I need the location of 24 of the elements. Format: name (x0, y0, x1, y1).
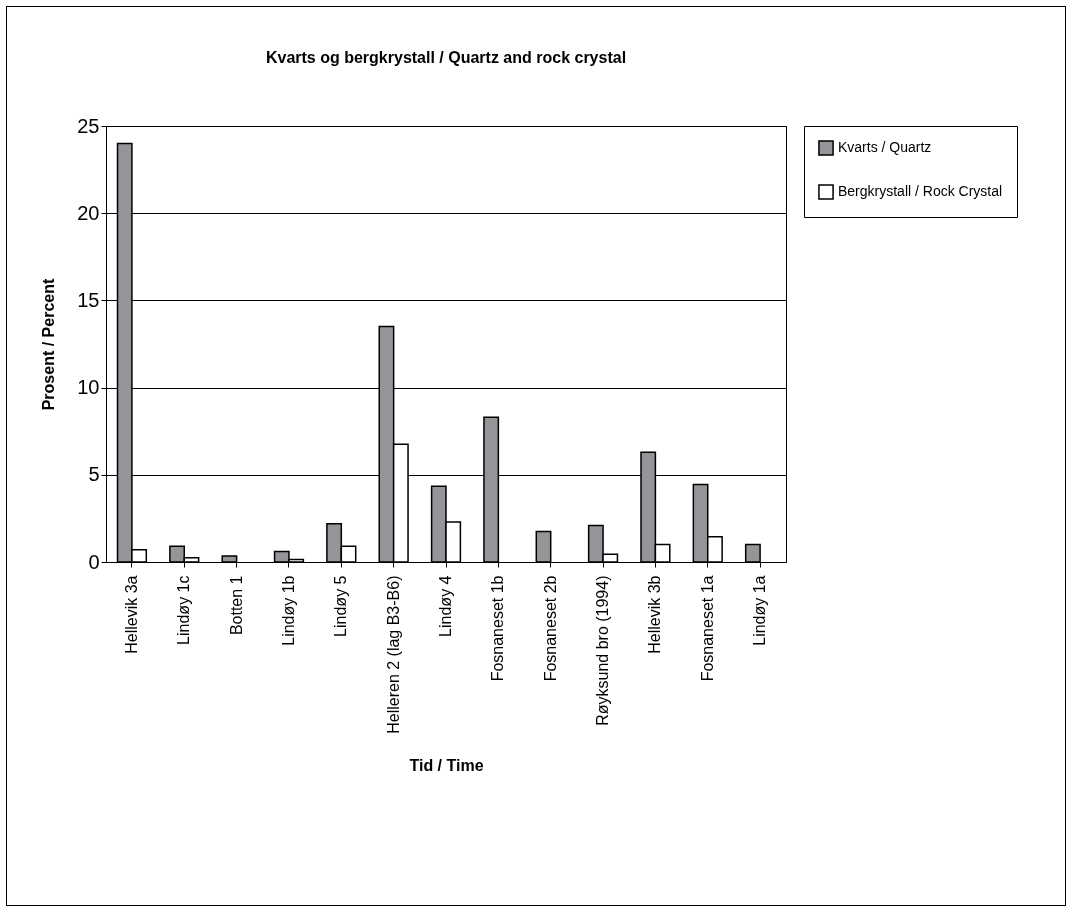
legend-label: Kvarts / Quartz (838, 139, 932, 155)
x-tick-label: Botten 1 (227, 575, 245, 636)
y-tick-label: 15 (77, 288, 100, 311)
x-axis-title: Tid / Time (409, 756, 484, 774)
x-tick-label: Lindøy 4 (437, 575, 454, 637)
x-tick-label: Lindøy 5 (332, 575, 350, 637)
x-tick-label: Hellevik 3b (646, 575, 664, 654)
y-tick-label: 20 (77, 201, 100, 224)
y-axis-title: Prosent / Percent (40, 278, 58, 411)
x-tick-label: Lindøy 1c (175, 575, 193, 645)
y-tick-label: 10 (77, 376, 100, 399)
x-tick-label: Lindøy 1b (279, 575, 297, 646)
y-tick-label: 0 (88, 550, 100, 573)
x-tick-label: Helleren 2 (lag B3-B6) (384, 575, 402, 734)
x-tick-label: Lindøy 1a (751, 575, 769, 646)
y-tick-label: 5 (88, 463, 100, 486)
y-tick-label: 25 (77, 114, 100, 137)
x-tick-label: Hellevik 3a (122, 575, 140, 654)
x-tick-label: Røyksund bro (1994) (594, 575, 612, 726)
x-tick-label: Fosnaneset 2b (541, 575, 559, 682)
x-tick-label: Fosnaneset 1b (489, 575, 507, 682)
chart-title: Kvarts og bergkrystall / Quartz and rock crystal (265, 49, 627, 66)
legend-label: Bergkrystall / Rock Crystal (838, 183, 1003, 199)
x-tick-label: Fosnaneset 1a (698, 575, 716, 682)
